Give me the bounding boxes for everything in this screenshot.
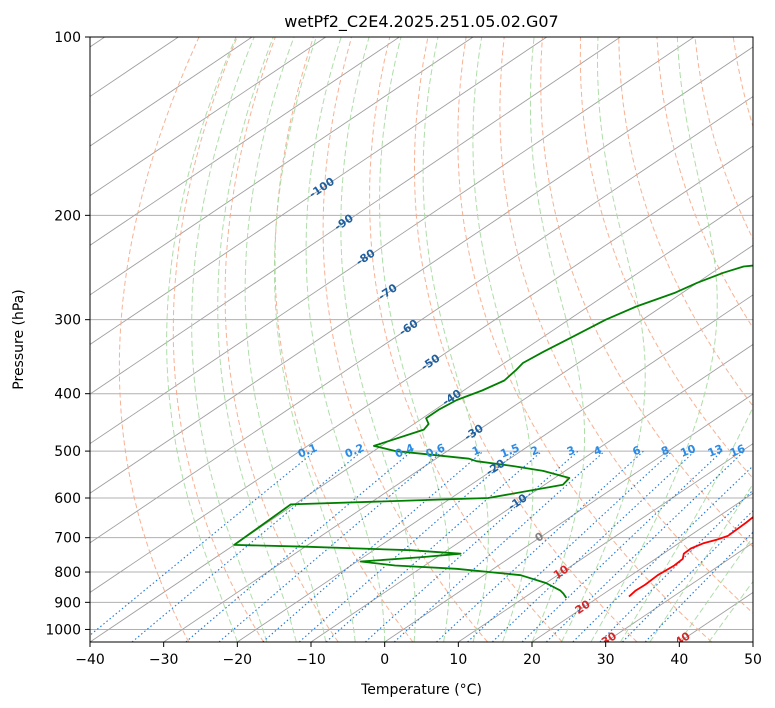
mixing-ratio-label: 3 — [565, 444, 577, 459]
dry-adiabat — [457, 37, 713, 642]
dry-adiabat — [118, 37, 200, 642]
plot-frame — [89, 36, 754, 643]
moist-adiabat — [378, 37, 451, 642]
moist-adiabat — [273, 37, 356, 642]
isotherm-line — [90, 46, 753, 494]
isotherm-line — [90, 37, 474, 296]
y-axis: 100 200 300 400 500 600 700 800 900 1000 — [45, 30, 90, 638]
mixing-ratio-line — [218, 450, 444, 642]
chart-title: wetPf2_C2E4.2025.251.05.02.G07 — [284, 12, 558, 32]
dry-adiabat — [540, 37, 753, 548]
dry-adiabat — [224, 37, 339, 642]
background-lines — [90, 37, 753, 642]
mixing-ratio-line — [521, 450, 723, 642]
moist-adiabat — [244, 37, 327, 642]
mixing-ratio-line — [325, 450, 543, 642]
moist-adiabat — [649, 482, 753, 642]
moist-adiabat — [340, 37, 416, 642]
y-tick-label: 100 — [54, 30, 81, 46]
mixing-ratio-label: 10 — [678, 442, 697, 460]
x-tick-label: −20 — [223, 652, 253, 668]
mixing-ratio-line — [622, 510, 753, 642]
y-axis-label: Pressure (hPa) — [11, 289, 27, 389]
x-tick-label: −10 — [296, 652, 326, 668]
dry-adiabat — [499, 37, 753, 614]
y-tick-label: 600 — [54, 491, 81, 507]
y-tick-label: 500 — [54, 444, 81, 460]
dry-adiabat — [414, 37, 638, 642]
mixing-ratio-line — [599, 489, 753, 642]
moist-adiabat — [191, 37, 268, 642]
mixing-ratio-line — [185, 450, 413, 642]
x-tick-label: 30 — [597, 652, 615, 668]
moist-adiabat — [619, 406, 753, 642]
mixing-ratio-label: 16 — [728, 442, 747, 460]
mixing-ratio-label: 13 — [706, 442, 725, 460]
y-tick-label: 400 — [54, 387, 81, 403]
x-tick-label: 40 — [670, 652, 688, 668]
x-tick-label: 50 — [744, 652, 762, 668]
mixing-ratio-line — [545, 450, 745, 642]
isotherm-line — [90, 37, 253, 147]
x-tick-label: 20 — [523, 652, 541, 668]
isotherm-line — [90, 37, 400, 246]
moist-adiabat — [422, 37, 489, 642]
moist-adiabat — [561, 37, 646, 642]
mixing-ratio-line — [131, 450, 363, 642]
mixing-ratio-label: 8 — [659, 444, 671, 459]
y-tick-label: 300 — [54, 313, 81, 329]
isotherm-line — [90, 145, 753, 593]
x-axis: −40 −30 −20 −10 0 10 20 30 40 50 — [75, 642, 762, 668]
isotherm-line — [237, 294, 753, 642]
mixing-ratio-line — [491, 450, 696, 642]
isotherm-line — [90, 37, 621, 395]
isotherm-line — [384, 393, 753, 642]
y-tick-label: 700 — [54, 531, 81, 547]
x-tick-label: −40 — [75, 652, 105, 668]
dewpoint-profile — [233, 264, 753, 599]
moist-adiabat — [590, 37, 718, 642]
mixing-ratio-line — [90, 450, 316, 636]
moist-adiabat — [166, 37, 238, 642]
mixing-ratio-label: 2 — [529, 443, 541, 458]
dry-adiabat — [369, 37, 563, 642]
y-tick-label: 200 — [54, 208, 81, 224]
isotherm-line — [531, 492, 753, 642]
moist-adiabat — [472, 37, 534, 642]
y-tick-label: 1000 — [45, 622, 81, 638]
mixing-ratio-line — [644, 531, 753, 642]
x-tick-label: 10 — [449, 652, 467, 668]
y-tick-label: 800 — [54, 565, 81, 581]
isotherm-line — [90, 37, 547, 346]
moist-adiabat — [217, 37, 297, 642]
temperature-profile — [628, 515, 753, 598]
mixing-ratio-label: 1 — [470, 443, 482, 458]
moist-adiabat — [305, 37, 386, 642]
dry-adiabat — [656, 37, 753, 329]
x-tick-label: −30 — [149, 652, 179, 668]
isotherm-line — [90, 37, 695, 445]
mixing-ratio-line — [436, 450, 644, 642]
isotherm-line — [90, 95, 753, 544]
dry-adiabat — [172, 37, 264, 642]
x-axis-label: Temperature (°C) — [360, 682, 482, 698]
isotherm-line — [163, 244, 753, 642]
profile-lines — [233, 264, 753, 599]
dry-adiabat — [274, 37, 414, 642]
isotherm-line — [458, 443, 753, 642]
moist-adiabat — [529, 37, 586, 642]
y-tick-label: 900 — [54, 595, 81, 611]
dry-adiabat — [579, 37, 753, 480]
mixing-ratio-line — [364, 450, 579, 642]
dry-adiabat — [322, 37, 488, 642]
isotherm-line — [310, 343, 753, 642]
x-tick-label: 0 — [380, 652, 389, 668]
mixing-ratio-line — [572, 465, 753, 642]
mixing-ratio-line — [262, 450, 484, 642]
isotherm-line — [90, 37, 326, 197]
dry-adiabat — [618, 37, 753, 407]
